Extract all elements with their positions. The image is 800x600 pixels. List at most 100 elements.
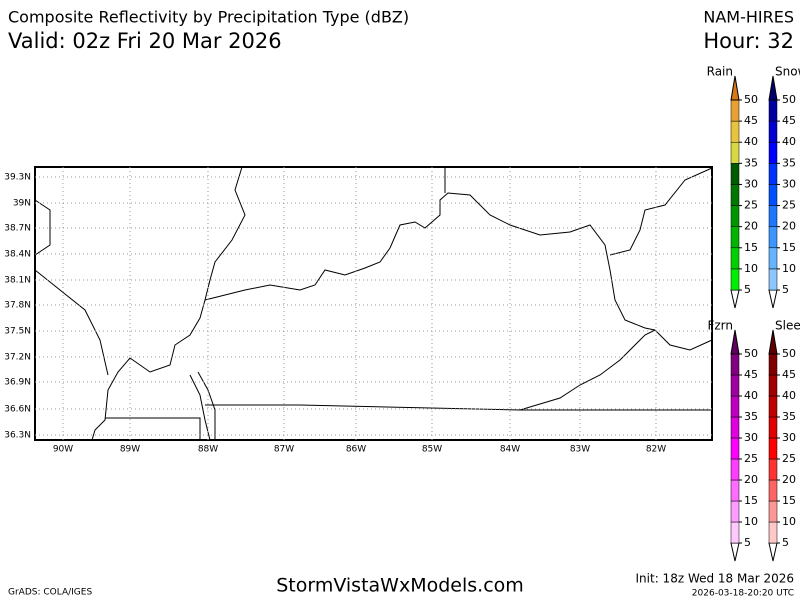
legend-swatch (768, 416, 778, 439)
legend-swatch (768, 163, 778, 185)
legend-label: 35 (744, 410, 758, 423)
legend-swatch (730, 141, 740, 164)
legend-swatch (730, 75, 740, 101)
legend-swatch (730, 184, 740, 206)
lat-label: 39N (13, 199, 31, 209)
legend-swatch (768, 395, 778, 418)
legend-arrow (768, 542, 778, 562)
legend-swatch (730, 416, 740, 439)
lon-label: 84W (500, 445, 520, 455)
legend-swatch (768, 226, 778, 249)
legend-label: 50 (782, 347, 796, 360)
lat-label: 36.6N (4, 405, 31, 415)
legend-label: 40 (744, 135, 758, 148)
lat-label: 37.2N (4, 353, 31, 363)
legend-swatch (730, 353, 740, 376)
lon-label: 85W (422, 445, 442, 455)
legend-label: 15 (744, 494, 758, 507)
state-borders (34, 166, 713, 441)
lon-label: 88W (198, 445, 218, 455)
legend-label: 20 (782, 473, 796, 486)
legend-title: Sleet (775, 319, 800, 333)
legend-label: 10 (782, 515, 796, 528)
legend-label: 5 (782, 536, 789, 549)
legend-label: 25 (782, 199, 796, 212)
legend-label: 5 (744, 283, 751, 296)
legend-swatch (730, 458, 740, 481)
lat-label: 39.3N (4, 173, 31, 183)
lat-label: 38.1N (4, 276, 31, 286)
legend-swatch (768, 458, 778, 481)
legend-label: 15 (782, 494, 796, 507)
lat-label: 37.8N (4, 301, 31, 311)
legend-swatch (768, 374, 778, 397)
legend-title: Fzrn (707, 319, 733, 333)
init-time: Init: 18z Wed 18 Mar 2026 (636, 572, 794, 586)
lat-label: 37.5N (4, 327, 31, 337)
lon-label: 89W (120, 445, 140, 455)
lon-label: 87W (274, 445, 294, 455)
legend-label: 10 (744, 515, 758, 528)
legend-label: 35 (782, 410, 796, 423)
legend-swatch (768, 247, 778, 270)
legend-arrow (730, 542, 740, 562)
legend-title: Snow (775, 65, 800, 79)
legend-swatch (768, 141, 778, 164)
legend-swatch (730, 395, 740, 418)
legend-label: 20 (782, 220, 796, 233)
legend-label: 40 (782, 389, 796, 402)
legend-swatch (730, 479, 740, 502)
legend-swatch (768, 268, 778, 291)
legend-swatch (730, 226, 740, 249)
timestamp: 2026-03-18-20:20 UTC (692, 589, 794, 599)
legend-label: 10 (782, 262, 796, 275)
legend-label: 40 (744, 389, 758, 402)
legend-label: 50 (744, 93, 758, 106)
legend-arrow (730, 289, 740, 309)
forecast-hour: Hour: 32 (703, 29, 794, 53)
map-frame (34, 166, 713, 441)
legend-swatch (768, 184, 778, 206)
legend-label: 40 (782, 135, 796, 148)
legend-label: 25 (744, 452, 758, 465)
site: StormVistaWxModels.com (276, 575, 524, 597)
legend-swatch (768, 353, 778, 376)
legend-swatch (768, 500, 778, 523)
legend-swatch (730, 120, 740, 143)
legend-swatch (768, 75, 778, 101)
legend-label: 30 (782, 177, 796, 190)
legend-swatch (730, 500, 740, 523)
legend-swatch (768, 437, 778, 460)
legend-label: 35 (744, 156, 758, 169)
legend-swatch (730, 268, 740, 291)
legend-label: 25 (744, 199, 758, 212)
legend-label: 25 (782, 452, 796, 465)
legend-swatch (768, 521, 778, 544)
legend-swatch (768, 205, 778, 227)
legend-swatch (730, 163, 740, 185)
legend-swatch (730, 437, 740, 460)
legend-label: 20 (744, 220, 758, 233)
lon-label: 82W (646, 445, 666, 455)
legend-label: 5 (744, 536, 751, 549)
lon-label: 86W (346, 445, 366, 455)
lat-label: 36.3N (4, 431, 31, 441)
lat-label: 36.9N (4, 378, 31, 388)
legend-label: 5 (782, 283, 789, 296)
legend-title: Rain (707, 65, 733, 79)
model: NAM-HIRES (703, 8, 794, 27)
valid-time: Valid: 02z Fri 20 Mar 2026 (8, 29, 282, 53)
legend-swatch (768, 479, 778, 502)
legend-arrow (768, 289, 778, 309)
lon-label: 90W (53, 445, 73, 455)
legend-label: 15 (782, 241, 796, 254)
legend-swatch (730, 99, 740, 122)
lat-label: 38.7N (4, 224, 31, 234)
legend-swatch (730, 329, 740, 355)
legend-label: 45 (782, 368, 796, 381)
legend-swatch (768, 329, 778, 355)
credit: GrADS: COLA/IGES (8, 588, 92, 598)
legend-label: 30 (744, 431, 758, 444)
legend-label: 45 (782, 114, 796, 127)
legend-label: 50 (744, 347, 758, 360)
